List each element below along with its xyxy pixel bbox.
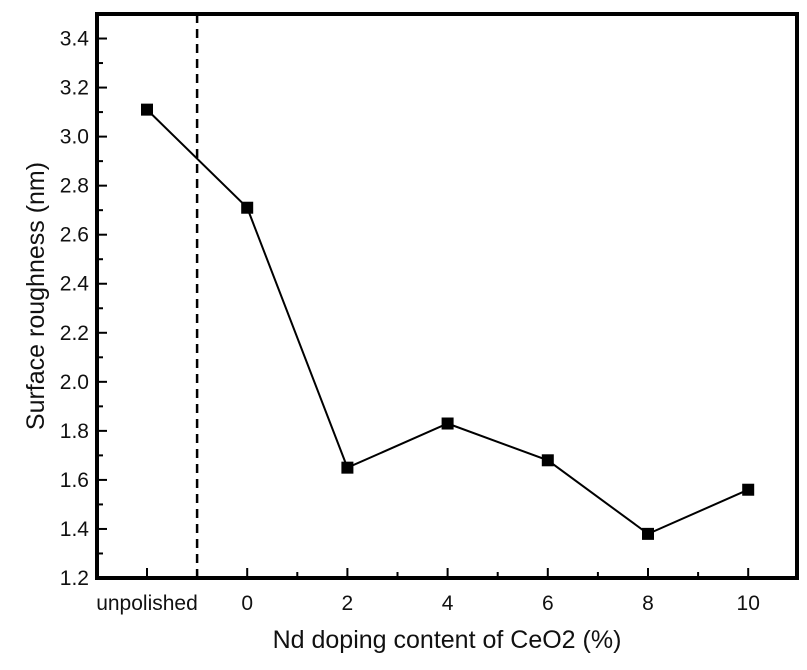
y-tick-label: 2.6 xyxy=(60,224,89,247)
series-line xyxy=(146,108,749,536)
y-tick-label: 3.2 xyxy=(60,77,89,100)
data-point-marker xyxy=(241,201,254,214)
data-point-marker xyxy=(642,527,654,540)
data-point-marker xyxy=(341,461,354,474)
y-axis-ticks: 1.2 1.4 1.6 1.8 2.0 2.2 2.4 2.6 2.8 3.0 3.2 3.4 xyxy=(60,13,107,590)
y-tick-label: 1.8 xyxy=(60,420,89,443)
x-axis-title: Nd doping content of CeO2 (%) xyxy=(273,626,622,654)
y-tick-label: 3.0 xyxy=(60,126,89,149)
x-tick-label: 8 xyxy=(642,592,654,615)
y-axis-title: Surface roughness (nm) xyxy=(22,162,50,430)
plot-frame xyxy=(95,12,799,580)
x-tick-label: 0 xyxy=(241,592,253,615)
y-tick-label: 2.8 xyxy=(60,175,89,198)
x-tick-label: 2 xyxy=(342,592,354,615)
x-tick-label: 4 xyxy=(442,592,454,615)
y-tick-label: 1.6 xyxy=(60,469,89,492)
y-tick-label: 2.0 xyxy=(60,371,89,394)
y-tick-label: 1.2 xyxy=(60,567,89,590)
x-tick-label: unpolished xyxy=(96,592,198,615)
data-point-marker xyxy=(541,454,554,467)
y-tick-label: 2.2 xyxy=(60,322,89,345)
y-tick-label: 1.4 xyxy=(60,518,90,541)
data-point-marker xyxy=(742,483,755,496)
data-point-marker xyxy=(441,417,454,430)
data-point-marker xyxy=(141,103,153,116)
x-tick-label: 6 xyxy=(542,592,554,615)
x-tick-label: 10 xyxy=(737,592,760,615)
y-tick-label: 2.4 xyxy=(60,273,90,296)
y-tick-label: 3.4 xyxy=(60,28,90,51)
x-axis-ticks: unpolished 0 2 4 6 8 10 xyxy=(96,568,760,615)
data-markers xyxy=(141,103,755,540)
